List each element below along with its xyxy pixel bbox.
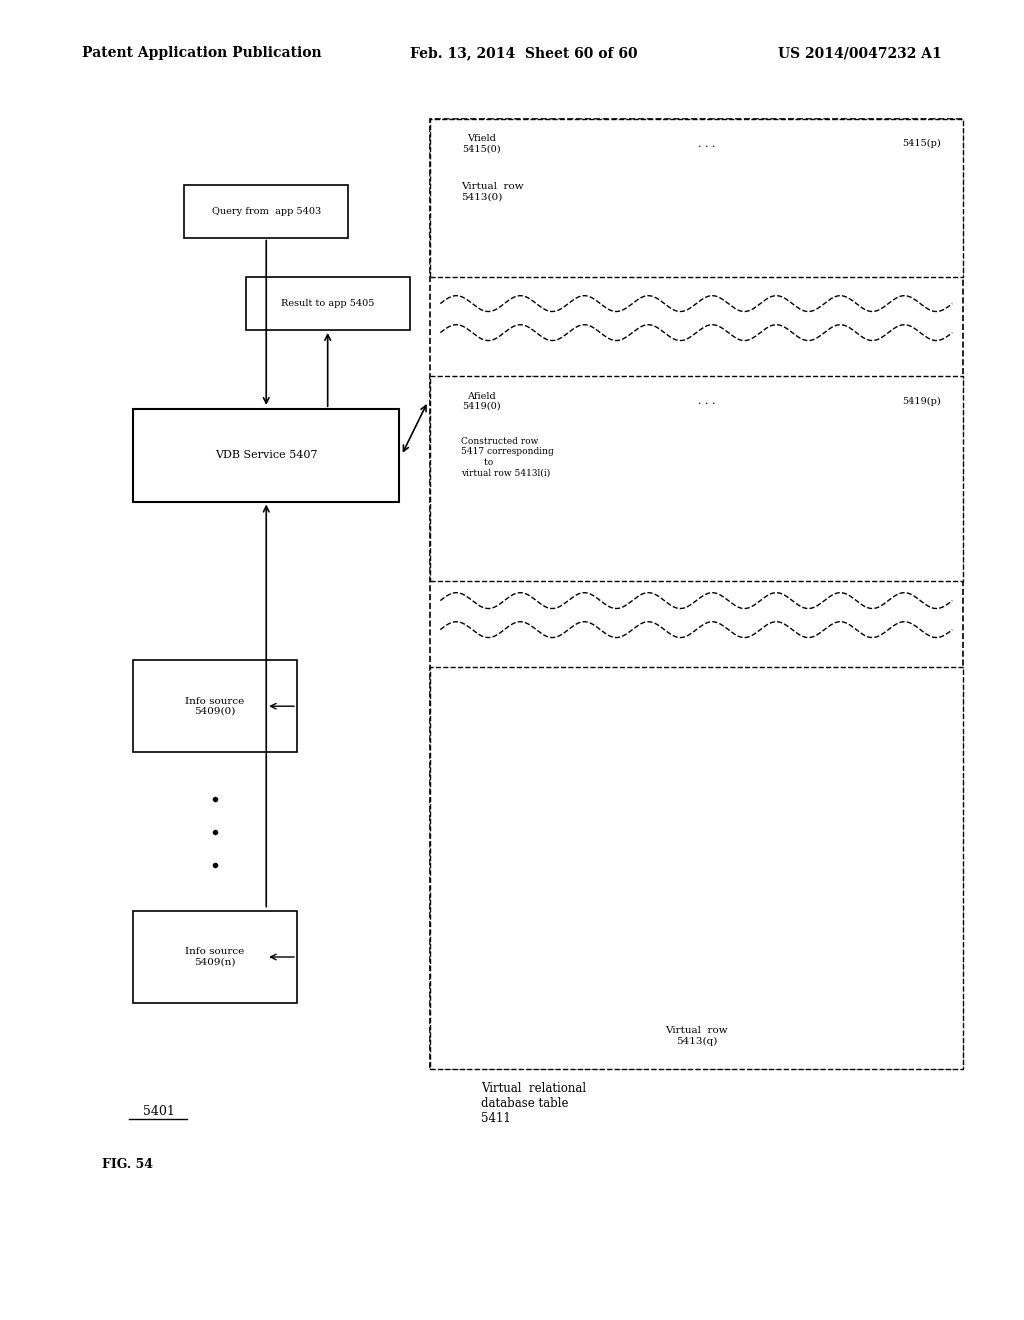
- FancyBboxPatch shape: [133, 660, 297, 752]
- FancyBboxPatch shape: [184, 185, 348, 238]
- Text: Virtual  row
5413(0): Virtual row 5413(0): [461, 182, 523, 202]
- Text: Info source
5409(n): Info source 5409(n): [185, 948, 245, 966]
- Text: . . .: . . .: [697, 139, 716, 149]
- Text: Vfield
5415(0): Vfield 5415(0): [462, 135, 501, 153]
- FancyBboxPatch shape: [133, 911, 297, 1003]
- Text: Virtual  row
5413(q): Virtual row 5413(q): [665, 1027, 728, 1045]
- Text: Feb. 13, 2014  Sheet 60 of 60: Feb. 13, 2014 Sheet 60 of 60: [410, 46, 637, 61]
- FancyBboxPatch shape: [430, 119, 963, 277]
- FancyBboxPatch shape: [246, 277, 410, 330]
- Text: . . .: . . .: [697, 396, 716, 407]
- FancyBboxPatch shape: [430, 667, 963, 1069]
- Text: Query from  app 5403: Query from app 5403: [212, 207, 321, 215]
- Text: Virtual  relational
database table
5411: Virtual relational database table 5411: [481, 1082, 587, 1126]
- FancyBboxPatch shape: [133, 409, 399, 502]
- Text: 5419(p): 5419(p): [902, 397, 941, 405]
- FancyBboxPatch shape: [430, 119, 963, 1069]
- Text: Constructed row
5417 corresponding
        to
virtual row 5413l(i): Constructed row 5417 corresponding to vi…: [461, 437, 554, 477]
- FancyBboxPatch shape: [430, 376, 963, 581]
- Text: Info source
5409(0): Info source 5409(0): [185, 697, 245, 715]
- Text: Result to app 5405: Result to app 5405: [281, 300, 375, 308]
- Text: 5415(p): 5415(p): [902, 140, 941, 148]
- Text: VDB Service 5407: VDB Service 5407: [215, 450, 317, 461]
- Text: Afield
5419(0): Afield 5419(0): [462, 392, 501, 411]
- Text: US 2014/0047232 A1: US 2014/0047232 A1: [778, 46, 942, 61]
- Text: Patent Application Publication: Patent Application Publication: [82, 46, 322, 61]
- Text: 5401: 5401: [142, 1105, 175, 1118]
- Text: FIG. 54: FIG. 54: [102, 1158, 154, 1171]
